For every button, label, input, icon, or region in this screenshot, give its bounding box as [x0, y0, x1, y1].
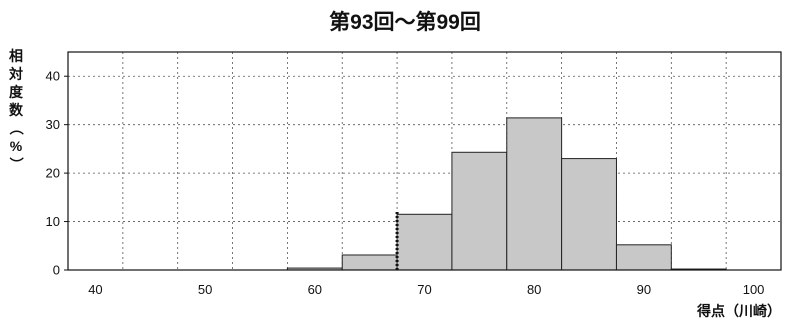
y-tick-label: 0: [53, 263, 60, 278]
y-axis-label-char: 相: [9, 48, 23, 64]
histogram-bar: [561, 158, 617, 271]
y-axis-label-char: ）: [8, 157, 24, 171]
x-tick-label: 80: [527, 282, 541, 297]
y-tick-label: 20: [46, 166, 60, 181]
y-axis-label-char: 対: [8, 66, 23, 82]
x-tick-label: 50: [198, 282, 212, 297]
x-tick-label: 40: [88, 282, 102, 297]
chart-title: 第93回～第99回: [329, 10, 481, 34]
x-tick-label: 90: [637, 282, 651, 297]
x-axis-label: 得点（川崎）: [696, 303, 781, 319]
bar-layer: [286, 117, 727, 271]
histogram-bar: [506, 117, 563, 271]
y-tick-label: 40: [46, 69, 60, 84]
x-tick-label: 70: [417, 282, 431, 297]
y-axis-label-char: %: [10, 138, 23, 154]
histogram-bar: [396, 213, 453, 271]
y-axis-label-char: （: [8, 121, 24, 135]
x-tick-label: 60: [308, 282, 322, 297]
y-axis-label-char: 数: [9, 102, 24, 118]
histogram-bar: [451, 151, 508, 271]
y-tick-label: 10: [46, 214, 60, 229]
axis-layer: [64, 51, 782, 271]
histogram-bar: [341, 254, 398, 271]
histogram-bar: [615, 244, 672, 271]
tick-labels: 0 10 20 30 40 40 50 60 70 80 90 100: [46, 69, 765, 297]
y-axis-label-char: 度: [9, 84, 24, 100]
x-tick-label: 100: [743, 282, 765, 297]
y-tick-label: 30: [46, 117, 60, 132]
plot-border: [67, 51, 782, 271]
